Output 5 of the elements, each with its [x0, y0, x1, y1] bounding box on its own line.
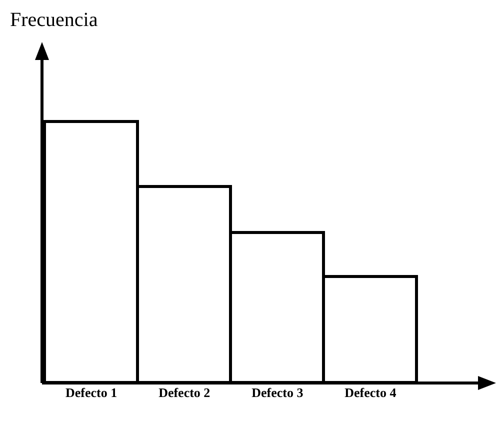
x-tick-label: Defecto 1: [66, 385, 118, 400]
y-axis-title: Frecuencia: [10, 9, 98, 31]
x-tick-label: Defecto 3: [252, 385, 304, 400]
x-tick-label: Defecto 4: [344, 385, 397, 400]
x-tick-label: Defecto 2: [158, 385, 210, 400]
